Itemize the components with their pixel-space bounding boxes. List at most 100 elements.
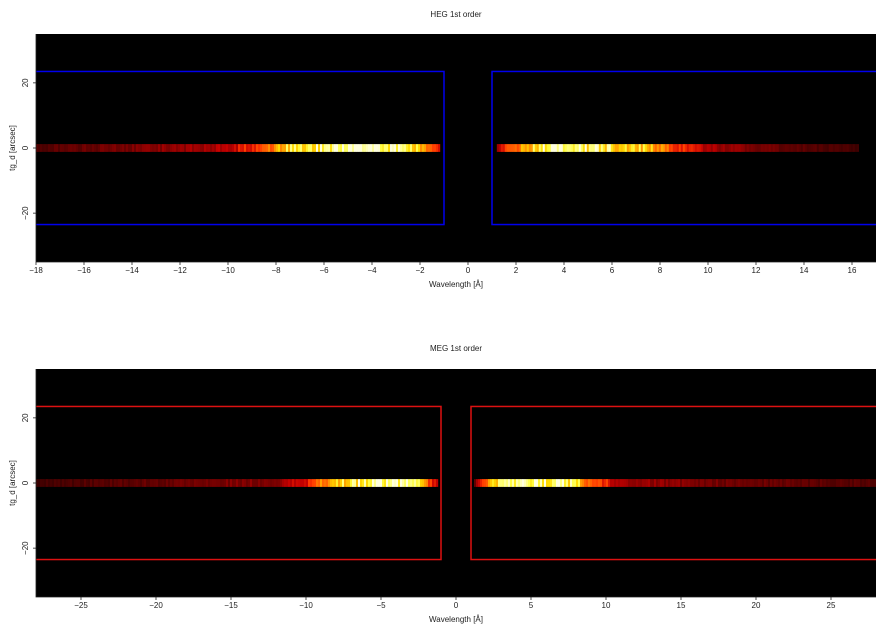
streak-pixel (680, 144, 683, 152)
x-tick-label: −20 (149, 601, 163, 610)
streak-pixel (158, 144, 161, 152)
streak-pixel (164, 144, 167, 152)
streak-pixel (844, 144, 847, 152)
streak-pixel (768, 479, 771, 487)
streak-pixel (528, 144, 531, 152)
streak-pixel (578, 479, 581, 487)
streak-pixel (692, 144, 695, 152)
streak-pixel (438, 144, 441, 152)
streak-pixel (792, 144, 795, 152)
streak-pixel (140, 479, 143, 487)
streak-pixel (112, 479, 115, 487)
streak-pixel (498, 479, 501, 487)
streak-pixel (496, 479, 499, 487)
streak-pixel (118, 479, 121, 487)
streak-pixel (814, 479, 817, 487)
streak-pixel (734, 479, 737, 487)
streak-pixel (300, 479, 303, 487)
streak-pixel (154, 479, 157, 487)
streak-pixel (660, 144, 663, 152)
streak-pixel (268, 144, 271, 152)
streak-pixel (754, 144, 757, 152)
streak-pixel (286, 479, 289, 487)
streak-pixel (402, 479, 405, 487)
streak-pixel (226, 144, 229, 152)
streak-pixel (436, 144, 439, 152)
streak-pixel (658, 144, 661, 152)
streak-pixel (530, 479, 533, 487)
streak-pixel (744, 144, 747, 152)
streak-pixel (74, 479, 77, 487)
streak-pixel (810, 144, 813, 152)
streak-pixel (764, 479, 767, 487)
streak-pixel (382, 144, 385, 152)
streak-pixel (524, 479, 527, 487)
streak-pixel (356, 479, 359, 487)
streak-pixel (584, 144, 587, 152)
streak-pixel (506, 479, 509, 487)
streak-pixel (512, 144, 515, 152)
streak-pixel (40, 479, 43, 487)
streak-pixel (104, 144, 107, 152)
streak-pixel (838, 144, 841, 152)
streak-pixel (870, 479, 873, 487)
streak-pixel (422, 144, 425, 152)
streak-pixel (400, 479, 403, 487)
streak-pixel (508, 144, 511, 152)
streak-pixel (650, 144, 653, 152)
streak-pixel (630, 479, 633, 487)
streak-pixel (516, 144, 519, 152)
streak-pixel (52, 144, 55, 152)
streak-pixel (196, 479, 199, 487)
streak-pixel (410, 144, 413, 152)
streak-pixel (674, 479, 677, 487)
streak-pixel (216, 144, 219, 152)
streak-pixel (400, 144, 403, 152)
streak-pixel (592, 479, 595, 487)
streak-pixel (144, 144, 147, 152)
streak-pixel (750, 144, 753, 152)
streak-pixel (676, 144, 679, 152)
streak-pixel (250, 144, 253, 152)
streak-pixel (596, 479, 599, 487)
streak-pixel (378, 144, 381, 152)
streak-pixel (130, 144, 133, 152)
streak-pixel (350, 479, 353, 487)
streak-pixel (500, 144, 503, 152)
streak-pixel (872, 479, 875, 487)
streak-pixel (674, 144, 677, 152)
x-tick-label: −18 (29, 266, 43, 275)
streak-pixel (562, 144, 565, 152)
streak-pixel (722, 144, 725, 152)
streak-pixel (538, 144, 541, 152)
streak-pixel (636, 479, 639, 487)
streak-pixel (662, 479, 665, 487)
streak-pixel (308, 479, 311, 487)
streak-pixel (242, 144, 245, 152)
streak-pixel (522, 144, 525, 152)
streak-pixel (418, 144, 421, 152)
streak-pixel (168, 144, 171, 152)
streak-pixel (220, 144, 223, 152)
streak-pixel (586, 479, 589, 487)
streak-pixel (66, 479, 69, 487)
streak-pixel (298, 479, 301, 487)
streak-pixel (286, 144, 289, 152)
spectrum-streak (36, 479, 876, 487)
streak-pixel (612, 144, 615, 152)
streak-pixel (394, 479, 397, 487)
streak-pixel (436, 479, 439, 487)
streak-pixel (78, 479, 81, 487)
streak-pixel (708, 144, 711, 152)
streak-pixel (338, 479, 341, 487)
streak-pixel (626, 479, 629, 487)
streak-pixel (840, 144, 843, 152)
streak-pixel (746, 479, 749, 487)
streak-pixel (580, 479, 583, 487)
streak-pixel (134, 144, 137, 152)
streak-pixel (784, 144, 787, 152)
streak-pixel (654, 479, 657, 487)
streak-pixel (416, 144, 419, 152)
streak-pixel (642, 479, 645, 487)
streak-pixel (76, 144, 79, 152)
